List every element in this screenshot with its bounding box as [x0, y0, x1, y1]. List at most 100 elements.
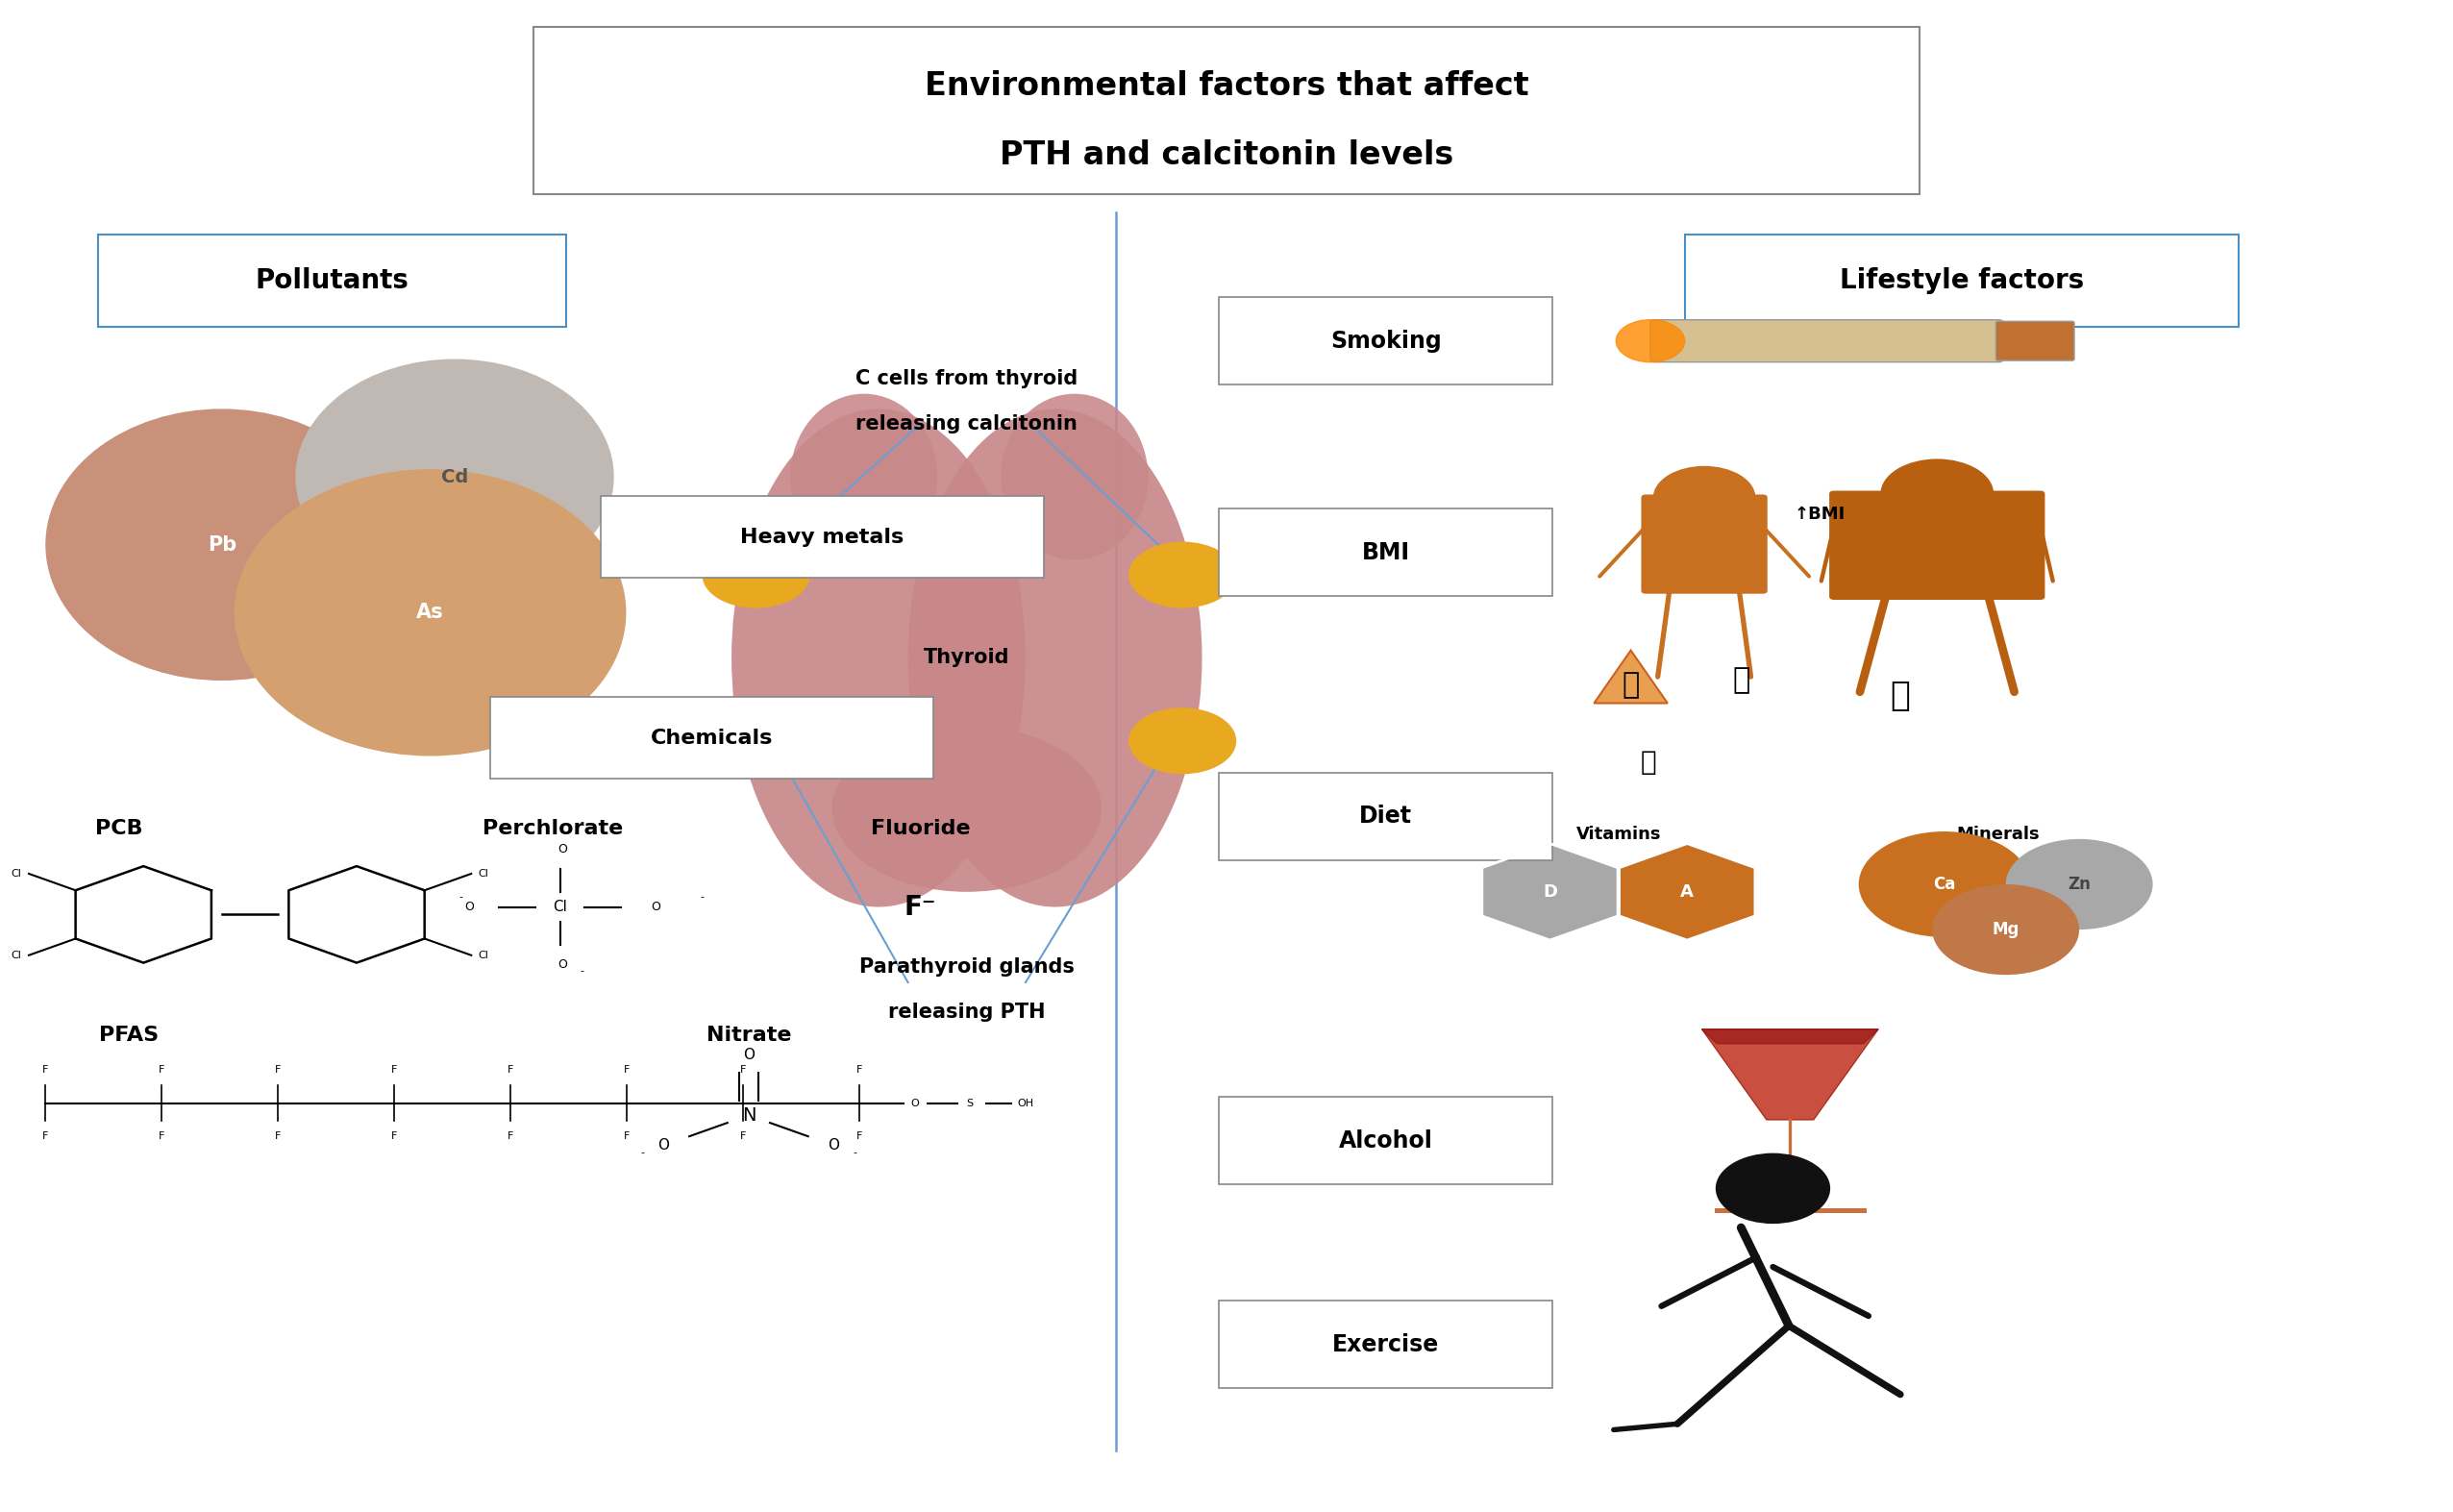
Circle shape — [1653, 466, 1756, 529]
FancyBboxPatch shape — [1219, 508, 1553, 596]
Text: BMI: BMI — [1361, 541, 1410, 564]
Text: Smoking: Smoking — [1330, 330, 1442, 352]
Circle shape — [2007, 839, 2154, 930]
Text: Pollutants: Pollutants — [255, 268, 410, 293]
Text: F: F — [856, 1064, 861, 1075]
Text: PCB: PCB — [96, 820, 142, 838]
FancyBboxPatch shape — [532, 27, 1921, 195]
Text: Heavy metals: Heavy metals — [741, 528, 905, 547]
Text: F: F — [623, 1131, 630, 1142]
Circle shape — [1128, 708, 1236, 774]
Ellipse shape — [233, 469, 626, 756]
Text: Lifestyle factors: Lifestyle factors — [1840, 268, 2083, 293]
Text: Cl: Cl — [478, 869, 488, 878]
Circle shape — [1859, 832, 2031, 937]
Text: Cl: Cl — [552, 900, 567, 915]
Text: N: N — [741, 1107, 756, 1125]
Text: ↑BMI: ↑BMI — [1793, 507, 1845, 523]
Circle shape — [1881, 458, 1994, 529]
Polygon shape — [1619, 844, 1754, 940]
Text: Thyroid: Thyroid — [925, 649, 1011, 667]
Text: Nitrate: Nitrate — [706, 1025, 792, 1045]
Text: O: O — [650, 901, 660, 913]
Circle shape — [702, 541, 809, 608]
Text: F: F — [275, 1064, 282, 1075]
Text: 🌰: 🌰 — [1641, 748, 1656, 776]
Text: releasing PTH: releasing PTH — [888, 1002, 1045, 1022]
Text: F: F — [508, 1064, 513, 1075]
Circle shape — [1933, 885, 2080, 975]
Text: Perchlorate: Perchlorate — [483, 820, 623, 838]
Text: Environmental factors that affect: Environmental factors that affect — [925, 70, 1528, 101]
Text: -: - — [854, 1148, 856, 1158]
Text: O: O — [827, 1139, 839, 1152]
Text: F: F — [856, 1131, 861, 1142]
FancyBboxPatch shape — [1641, 494, 1769, 594]
Text: Fluoride: Fluoride — [871, 820, 969, 838]
Text: Cl: Cl — [12, 869, 22, 878]
Text: F: F — [390, 1064, 397, 1075]
Text: A: A — [1680, 883, 1695, 901]
FancyBboxPatch shape — [1219, 773, 1553, 860]
Text: F: F — [741, 1064, 746, 1075]
Circle shape — [702, 708, 809, 774]
Text: Ca: Ca — [1933, 875, 1955, 894]
Ellipse shape — [832, 726, 1101, 892]
FancyBboxPatch shape — [1830, 491, 2046, 600]
Text: C cells from thyroid: C cells from thyroid — [856, 369, 1077, 389]
Text: F: F — [508, 1131, 513, 1142]
Ellipse shape — [1001, 393, 1148, 559]
Text: 🥦: 🥦 — [1891, 679, 1911, 712]
Text: Chemicals: Chemicals — [650, 729, 773, 747]
Text: Vitamins: Vitamins — [1575, 826, 1661, 844]
Text: Diet: Diet — [1359, 804, 1413, 829]
Text: O: O — [910, 1098, 920, 1108]
Polygon shape — [1702, 1030, 1879, 1043]
Text: Exercise: Exercise — [1332, 1334, 1440, 1356]
Ellipse shape — [908, 408, 1202, 907]
Text: Mg: Mg — [1992, 921, 2019, 939]
Text: -: - — [640, 1148, 645, 1158]
Text: -: - — [459, 892, 464, 901]
Text: S: S — [966, 1098, 974, 1108]
FancyBboxPatch shape — [1651, 321, 2004, 361]
Text: O: O — [743, 1048, 756, 1061]
Text: O: O — [557, 844, 567, 856]
Text: F: F — [159, 1064, 164, 1075]
Polygon shape — [1482, 844, 1619, 940]
Text: D: D — [1543, 883, 1558, 901]
FancyBboxPatch shape — [1997, 322, 2075, 360]
Text: 🍔: 🍔 — [1732, 667, 1749, 694]
Text: Cl: Cl — [12, 951, 22, 960]
FancyBboxPatch shape — [98, 234, 567, 327]
Polygon shape — [1594, 650, 1668, 703]
Text: Parathyroid glands: Parathyroid glands — [859, 957, 1074, 977]
Text: Alcohol: Alcohol — [1339, 1129, 1433, 1152]
Ellipse shape — [47, 408, 397, 680]
Text: releasing calcitonin: releasing calcitonin — [856, 414, 1077, 434]
Ellipse shape — [731, 408, 1025, 907]
Text: 🍕: 🍕 — [1621, 671, 1639, 699]
Text: F: F — [275, 1131, 282, 1142]
Text: O: O — [464, 901, 473, 913]
Text: F: F — [390, 1131, 397, 1142]
Text: Pb: Pb — [209, 535, 235, 555]
Text: Minerals: Minerals — [1957, 826, 2041, 844]
Text: O: O — [557, 959, 567, 971]
Text: -: - — [702, 892, 704, 901]
Text: O: O — [657, 1139, 670, 1152]
FancyBboxPatch shape — [1685, 234, 2240, 327]
Text: F⁻: F⁻ — [905, 894, 937, 921]
Text: F: F — [159, 1131, 164, 1142]
Text: F: F — [42, 1064, 49, 1075]
Ellipse shape — [294, 358, 613, 594]
Text: PTH and calcitonin levels: PTH and calcitonin levels — [998, 139, 1455, 171]
Text: F: F — [42, 1131, 49, 1142]
Text: Cd: Cd — [442, 467, 469, 485]
FancyBboxPatch shape — [1219, 1300, 1553, 1388]
Text: -: - — [579, 966, 584, 975]
Text: Zn: Zn — [2068, 875, 2090, 894]
Text: -: - — [579, 816, 584, 827]
Ellipse shape — [790, 393, 937, 559]
Text: F: F — [741, 1131, 746, 1142]
